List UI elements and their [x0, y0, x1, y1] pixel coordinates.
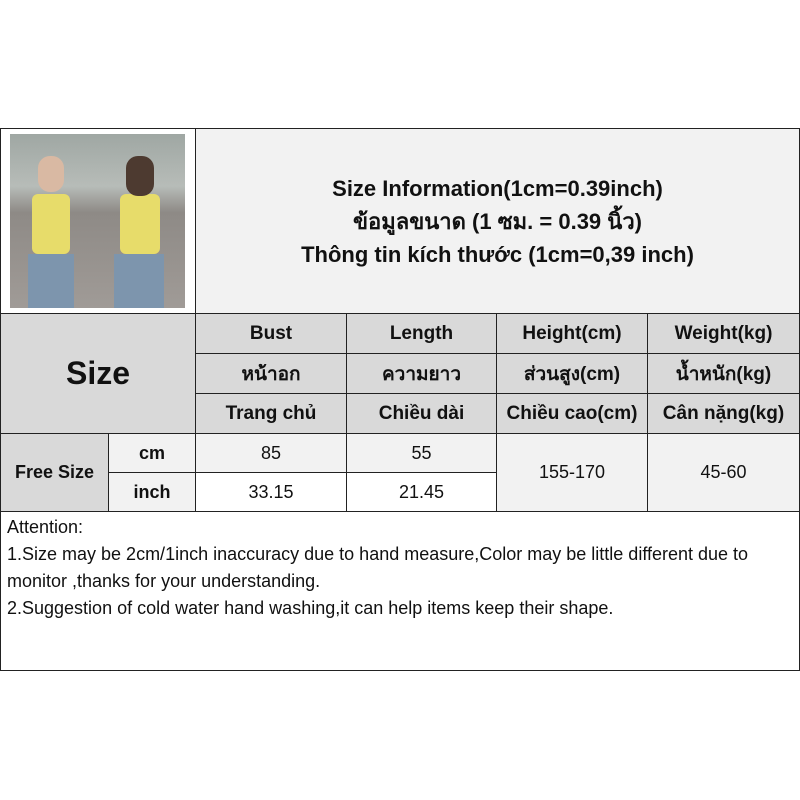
bust-cm: 85 [195, 433, 347, 473]
header-bust-th: หน้าอก [195, 353, 347, 394]
weight-range: 45-60 [647, 433, 800, 512]
unit-inch: inch [108, 472, 196, 512]
height-range: 155-170 [496, 433, 648, 512]
attention-note-2: 2.Suggestion of cold water hand washing,… [7, 598, 614, 618]
title-th: ข้อมูลขนาด (1 ซม. = 0.39 นิ้ว) [352, 208, 642, 234]
length-cm: 55 [346, 433, 497, 473]
header-length-vi: Chiều dài [346, 393, 497, 434]
title-cell: Size Information(1cm=0.39inch) ข้อมูลขนา… [195, 128, 800, 314]
length-inch: 21.45 [346, 472, 497, 512]
header-bust-en: Bust [195, 313, 347, 354]
size-header: Size [0, 313, 196, 434]
attention-notes: Attention: 1.Size may be 2cm/1inch inacc… [0, 511, 800, 671]
product-photo [10, 134, 185, 308]
header-height-en: Height(cm) [496, 313, 648, 354]
header-weight-vi: Cân nặng(kg) [647, 393, 800, 434]
header-weight-en: Weight(kg) [647, 313, 800, 354]
header-length-th: ความยาว [346, 353, 497, 394]
title-vi: Thông tin kích thước (1cm=0,39 inch) [301, 241, 694, 267]
header-weight-th: น้ำหนัก(kg) [647, 353, 800, 394]
attention-note-1: 1.Size may be 2cm/1inch inaccuracy due t… [7, 544, 749, 591]
header-bust-vi: Trang chủ [195, 393, 347, 434]
title-en: Size Information(1cm=0.39inch) [332, 175, 663, 201]
bust-inch: 33.15 [195, 472, 347, 512]
free-size-label: Free Size [0, 433, 109, 512]
header-length-en: Length [346, 313, 497, 354]
header-height-th: ส่วนสูง(cm) [496, 353, 648, 394]
unit-cm: cm [108, 433, 196, 473]
header-height-vi: Chiều cao(cm) [496, 393, 648, 434]
attention-heading: Attention: [7, 517, 84, 537]
